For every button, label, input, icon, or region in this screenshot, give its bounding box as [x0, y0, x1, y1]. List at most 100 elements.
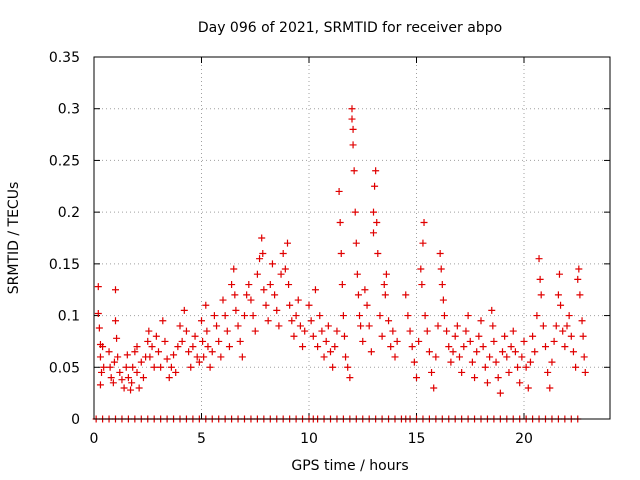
data-point — [363, 301, 371, 309]
data-point — [105, 348, 113, 356]
data-point — [348, 115, 356, 123]
y-tick-label: 0.25 — [49, 153, 80, 169]
data-point — [373, 218, 381, 226]
data-point — [129, 363, 137, 371]
data-point — [157, 363, 165, 371]
data-point — [385, 317, 393, 325]
plot-frame — [93, 56, 611, 420]
data-point — [418, 281, 426, 289]
data-point — [327, 348, 334, 356]
data-point — [264, 317, 272, 325]
y-tick-label: 0.2 — [58, 205, 80, 221]
data-point — [370, 208, 377, 216]
data-point — [380, 281, 388, 289]
data-point — [329, 363, 337, 371]
data-point — [555, 270, 563, 278]
data-point — [208, 348, 216, 356]
data-point — [413, 374, 420, 382]
data-point — [576, 291, 584, 299]
data-point — [122, 363, 130, 371]
data-point — [135, 384, 143, 392]
data-point — [247, 296, 255, 304]
data-point — [496, 389, 504, 397]
data-point — [575, 265, 583, 273]
chart-title: Day 096 of 2021, SRMTID for receiver abp… — [198, 20, 502, 36]
data-point — [285, 281, 293, 289]
data-point — [353, 270, 361, 278]
data-point — [112, 317, 119, 325]
data-point — [286, 301, 294, 309]
data-point — [542, 343, 549, 351]
data-point — [367, 348, 375, 356]
data-point — [477, 317, 485, 325]
data-point — [210, 312, 218, 320]
data-point — [200, 353, 208, 361]
y-tick-label: 0.3 — [58, 102, 80, 118]
data-point — [258, 234, 266, 242]
data-point — [554, 291, 562, 299]
data-point — [234, 322, 242, 330]
data-point — [406, 327, 414, 335]
data-point — [202, 301, 210, 309]
data-point — [182, 327, 190, 335]
data-point — [445, 343, 453, 351]
data-point — [110, 358, 118, 366]
data-point — [146, 353, 154, 361]
data-point — [284, 239, 291, 247]
data-point — [462, 327, 470, 335]
data-point — [479, 343, 487, 351]
data-point — [581, 368, 589, 376]
data-point — [466, 337, 474, 345]
data-point — [505, 368, 513, 376]
data-point — [393, 337, 401, 345]
data-point — [486, 353, 494, 361]
data-point — [243, 291, 251, 299]
data-point — [494, 374, 502, 382]
data-point — [144, 337, 152, 345]
data-point — [191, 332, 199, 340]
data-point — [533, 312, 541, 320]
data-point — [503, 353, 511, 361]
data-point — [531, 348, 539, 356]
data-point — [268, 260, 276, 268]
data-point — [337, 250, 345, 258]
data-point — [350, 167, 358, 175]
data-point — [340, 332, 348, 340]
data-point — [98, 368, 106, 376]
data-point — [351, 208, 359, 216]
data-point — [199, 337, 207, 345]
data-point — [127, 386, 135, 394]
data-point — [539, 322, 547, 330]
x-tick-label: 0 — [90, 431, 99, 447]
data-point — [262, 301, 270, 309]
data-point — [552, 322, 560, 330]
data-point — [260, 286, 268, 294]
data-point — [509, 327, 517, 335]
y-tick-label: 0.05 — [49, 360, 80, 376]
data-point — [344, 363, 352, 371]
data-point — [139, 374, 147, 382]
data-point — [167, 363, 175, 371]
data-point — [150, 363, 158, 371]
data-point — [100, 363, 108, 371]
data-point — [331, 343, 339, 351]
data-point — [311, 286, 319, 294]
data-point — [548, 358, 556, 366]
data-point — [349, 141, 357, 149]
data-point — [106, 363, 114, 371]
data-point — [569, 348, 577, 356]
y-tick-label: 0.35 — [49, 50, 80, 66]
data-point — [99, 343, 107, 351]
grid-lines — [94, 57, 610, 419]
data-point — [481, 363, 489, 371]
data-point — [520, 337, 528, 345]
data-point — [468, 358, 476, 366]
data-point — [245, 281, 253, 289]
data-point — [241, 312, 248, 320]
data-point — [219, 296, 227, 304]
data-point — [155, 348, 162, 356]
data-point — [195, 358, 203, 366]
data-point — [567, 332, 575, 340]
data-point — [546, 384, 554, 392]
data-point — [279, 250, 287, 258]
